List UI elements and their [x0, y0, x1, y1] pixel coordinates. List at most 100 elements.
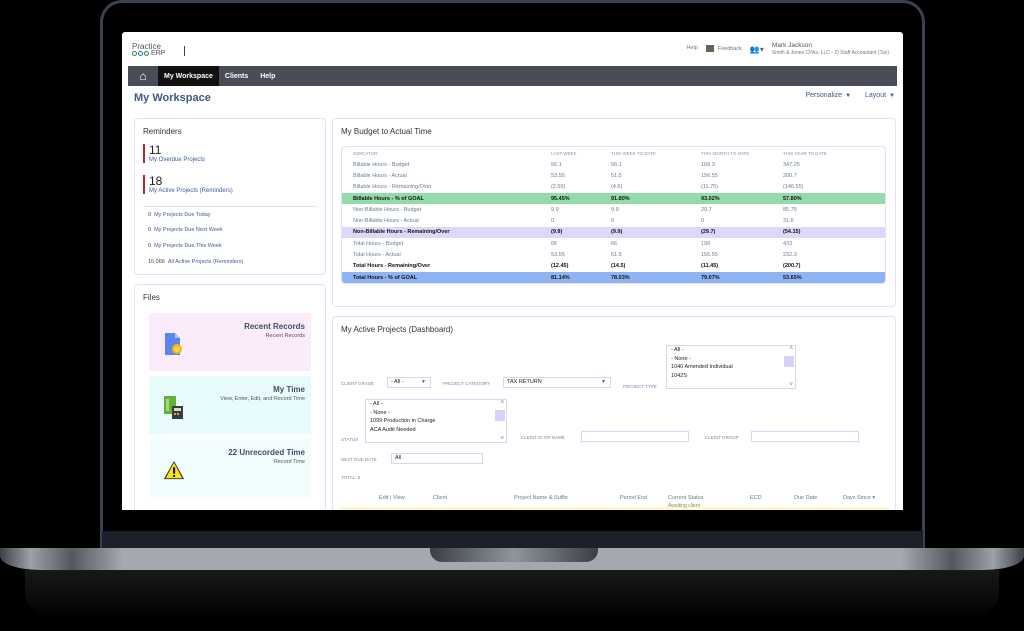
tile-my-time[interactable]: My Time View, Enter, Edit, and Record Ti… [149, 376, 311, 434]
col-client[interactable]: Client [433, 495, 448, 501]
col-ecd[interactable]: ECD [750, 495, 762, 501]
projects-table-header: Edit | View Client Project Name & Suffix… [333, 495, 895, 505]
listbox-option[interactable]: - None - [671, 355, 691, 362]
listbox-option[interactable]: 1042S [671, 372, 687, 379]
chevron-down-icon[interactable]: ˅ [789, 382, 793, 388]
divider [143, 206, 317, 207]
col-project-name[interactable]: Project Name & Suffix [514, 495, 568, 501]
col-due-date[interactable]: Due Date [794, 495, 818, 501]
table-row: Total Hours - Actual 53.55 51.5 156.55 232.3 [353, 252, 797, 259]
caret-down-icon: ▼ [845, 93, 852, 99]
table-row-billable-goal: Billable Hours - % of GOAL 95.45% 91.80% 93… [342, 192, 885, 205]
listbox-option[interactable]: - All - [671, 347, 684, 353]
feedback-link[interactable]: Feedback [705, 45, 742, 52]
listbox-scrollbar[interactable]: ˄ ˅ [783, 346, 795, 388]
home-icon[interactable]: ⌂ [139, 69, 147, 83]
logo-dot [144, 51, 149, 56]
reminders-title: Reminders [143, 127, 182, 136]
col-days-since[interactable]: Days Since ▾ [843, 495, 876, 501]
table-row-total-remaining: Total Hours - Remaining/Over (12.45) (14.5… [353, 263, 801, 270]
top-bar: Practice ERP Help Feedback 👥▾ Mark Jacks… [122, 32, 903, 66]
reminders-card: Reminders 11 My Overdue Projects 18 My A… [134, 118, 326, 275]
active-projects-title: My Active Projects (Dashboard) [341, 325, 454, 334]
document-coin-icon [165, 333, 182, 355]
laptop-shadow [25, 570, 999, 620]
project-type-listbox[interactable]: - All - - None - 1040 Amended Individual… [666, 345, 796, 389]
table-header: INDICATOR LAST WEEK THIS WEEK TO DATE TH… [353, 150, 827, 156]
logo-separator [184, 46, 185, 56]
files-title: Files [143, 293, 160, 302]
table-row-nonbillable-remaining: Non-Billable Hours - Remaining/Over (9.9)… [342, 226, 885, 239]
active-projects-card: My Active Projects (Dashboard) CLIENT GR… [332, 316, 896, 510]
table-row: Total Hours - Budget 66 66 198 433 [353, 240, 793, 247]
laptop-bezel-bottom [102, 531, 923, 548]
table-row[interactable]: Awaiting client [339, 503, 889, 510]
laptop-notch [430, 548, 598, 562]
budget-table: INDICATOR LAST WEEK THIS WEEK TO DATE TH… [341, 146, 886, 285]
caret-down-icon: ▼ [889, 93, 895, 99]
reminder-link[interactable]: 16,066 All Active Projects (Reminders) [148, 259, 244, 265]
project-category-select[interactable]: TAX RETURN ▼ [503, 377, 611, 388]
overdue-projects-stat[interactable]: 11 My Overdue Projects [143, 144, 205, 163]
next-due-date-input[interactable]: All [391, 453, 483, 464]
logo-dot [138, 51, 143, 56]
page-title: My Workspace [134, 92, 211, 104]
scrollbar-thumb[interactable] [784, 356, 794, 367]
listbox-option[interactable]: - All - [370, 401, 383, 407]
scrollbar-thumb[interactable] [495, 410, 505, 421]
client-grade-select[interactable]: - All - ▼ [387, 377, 431, 388]
chevron-up-icon[interactable]: ˄ [789, 346, 793, 352]
col-current-status[interactable]: Current Status [668, 495, 704, 501]
reminder-link[interactable]: 0 My Projects Due Today [148, 212, 211, 218]
caret-down-icon: ▼ [601, 379, 606, 385]
client-id-input[interactable] [581, 431, 689, 442]
listbox-option[interactable]: ACA Audit Needed [370, 426, 416, 433]
files-card: Files Recent Records Recent Records My T… [134, 284, 326, 510]
logo-dot [132, 51, 137, 56]
client-group-input[interactable] [751, 431, 859, 442]
project-category-label: PROJECT CATEGORY [443, 381, 491, 386]
nav-clients[interactable]: Clients [224, 72, 249, 80]
users-icon[interactable]: 👥▾ [749, 45, 764, 54]
main-nav: ⌂ My Workspace Clients Help [128, 66, 897, 86]
budget-title: My Budget to Actual Time [341, 127, 432, 136]
active-projects-stat[interactable]: 18 My Active Projects (Reminders) [143, 175, 233, 194]
feedback-icon [705, 45, 714, 52]
table-row: Billable Hours - Budget 56.1 56.1 168.3 347.… [353, 161, 800, 168]
tile-recent-records[interactable]: Recent Records Recent Records [149, 313, 311, 371]
chevron-down-icon[interactable]: ˅ [500, 436, 504, 442]
listbox-scrollbar[interactable]: ˄ ˅ [494, 400, 506, 442]
table-row: Non-Billable Hours - Budget 9.9 9.9 29.7 85.… [353, 206, 797, 213]
client-id-label: CLEINT ID OR NAME [521, 435, 565, 440]
col-period-end[interactable]: Period End [620, 495, 648, 501]
next-due-date-label: NEXT DUE DATE [341, 457, 377, 462]
caret-down-icon: ▼ [421, 379, 426, 385]
help-link[interactable]: Help [686, 45, 698, 51]
listbox-option[interactable]: 1099 Production in Charge [370, 418, 436, 424]
timesheet-calculator-icon [164, 396, 183, 419]
nav-help[interactable]: Help [260, 72, 276, 80]
client-grade-label: CLIENT GRADE [341, 381, 375, 386]
table-row: Billable Hours - Actual 53.55 51.5 156.55 20… [353, 172, 797, 179]
listbox-option[interactable]: - None - [370, 409, 390, 416]
tile-unrecorded-time[interactable]: 22 Unrecorded Time Record Time [149, 439, 311, 497]
reminder-link[interactable]: 0 My Projects Due This Week [148, 243, 222, 249]
table-row: Non-Billable Hours - Actual 0 0 0 31.6 [353, 218, 794, 225]
project-type-label: PROJECT TYPE [623, 384, 657, 389]
total-count: TOTAL: 5 [341, 475, 361, 480]
user-info[interactable]: Mark Jackson Smith & Jones CPAs, LLC - 2… [771, 42, 889, 56]
layout-dropdown[interactable]: Layout ▼ [865, 92, 895, 99]
client-group-label: CLEINT GROUP [705, 435, 739, 440]
budget-card: My Budget to Actual Time INDICATOR LAST … [332, 118, 896, 307]
nav-my-workspace[interactable]: My Workspace [158, 66, 219, 86]
listbox-option[interactable]: 1040 Amended Individual [671, 364, 733, 370]
warning-icon [163, 460, 185, 480]
personalize-dropdown[interactable]: Personalize ▼ [805, 92, 852, 99]
chevron-up-icon[interactable]: ˄ [500, 400, 504, 406]
page-header: My Workspace Personalize ▼ Layout ▼ [122, 86, 903, 108]
status-listbox[interactable]: - All - - None - 1099 Production in Char… [365, 399, 507, 443]
app-screen: Practice ERP Help Feedback 👥▾ Mark Jacks… [122, 32, 903, 510]
col-edit-view[interactable]: Edit | View [379, 495, 405, 501]
reminder-link[interactable]: 0 My Projects Due Next Week [148, 227, 223, 233]
practice-erp-logo[interactable]: Practice ERP [132, 42, 166, 57]
